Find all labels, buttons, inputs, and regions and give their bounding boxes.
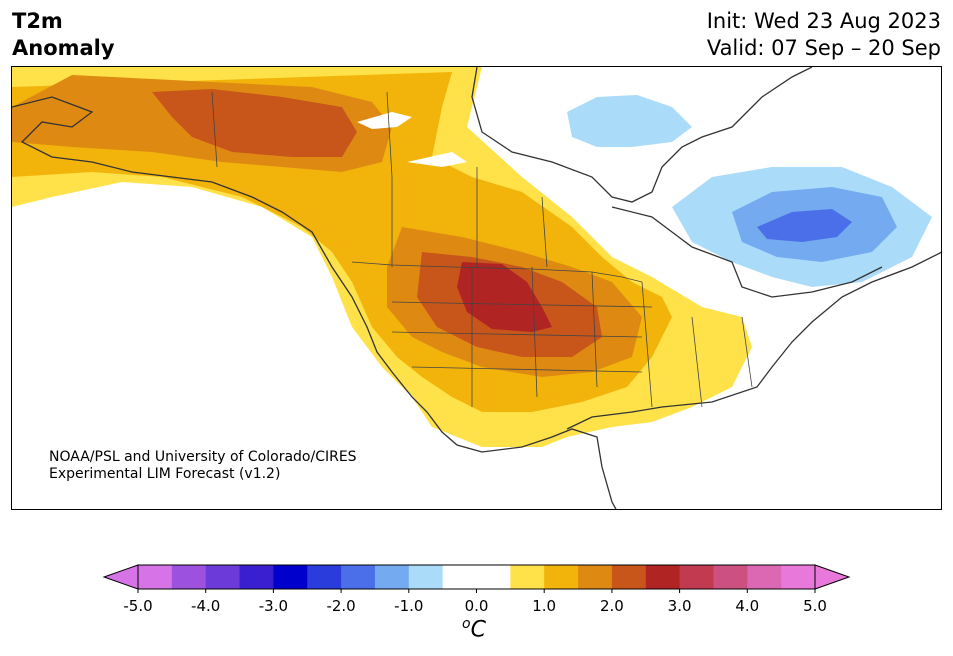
colorbar-tick-label: 2.0 [599, 597, 624, 615]
great-slave-white-patch [407, 152, 467, 167]
colorbar-tick-label: -3.0 [258, 597, 289, 615]
map-title: T2m Anomaly [12, 8, 115, 62]
colorbar-bin [171, 565, 207, 589]
colorbar-bin [442, 565, 477, 589]
forecast-dates: Init: Wed 23 Aug 2023 Valid: 07 Sep – 20… [707, 8, 941, 62]
colorbar-max-extend [814, 564, 851, 590]
colorbar-bin [374, 565, 410, 589]
colorbar-bin [544, 565, 579, 589]
colorbar-tick-label: 4.0 [735, 597, 760, 615]
colorbar-tick-label: -5.0 [123, 597, 153, 615]
colorbar-bin [781, 565, 816, 589]
colorbar-bin [476, 565, 511, 589]
colorbar [0, 560, 953, 656]
coastlines [12, 67, 941, 509]
colorbar-tick-label: 3.0 [667, 597, 692, 615]
colorbar-bin [273, 565, 308, 589]
colorbar-tick-label: 0.0 [464, 597, 489, 615]
credit-text: NOAA/PSL and University of Colorado/CIRE… [49, 449, 357, 483]
map-panel [11, 66, 942, 510]
colorbar-bin [307, 565, 342, 589]
colorbar-unit: oC [462, 616, 486, 642]
anomaly-region-red [457, 262, 552, 332]
political-borders [211, 91, 753, 408]
colorbar-bin [645, 565, 681, 589]
unit-letter: C [470, 617, 486, 643]
anomaly-map [12, 67, 941, 509]
colorbar-tick-label: 5.0 [803, 597, 827, 615]
colorbar-bin [138, 565, 173, 589]
colorbar-tick-label: -1.0 [394, 597, 424, 615]
anomaly-region-light-blue-west [567, 95, 692, 147]
lake-athabasca [357, 112, 412, 129]
credit-line-1: NOAA/PSL and University of Colorado/CIRE… [49, 449, 357, 465]
colorbar-bin [239, 565, 274, 589]
colorbar-bin [679, 565, 714, 589]
colorbar-bin [578, 565, 613, 589]
valid-period: Valid: 07 Sep – 20 Sep [706, 36, 941, 60]
colorbar-bin [408, 565, 444, 589]
colorbar-min-extend [102, 564, 139, 590]
variable-label: T2m [12, 9, 63, 33]
colorbar-tick-label: -4.0 [191, 597, 221, 615]
unit-degree: o [462, 616, 471, 632]
colorbar-tick-label: 1.0 [532, 597, 557, 615]
colorbar-bin [205, 565, 241, 589]
colorbar-bin [611, 565, 647, 589]
init-date: Init: Wed 23 Aug 2023 [706, 9, 941, 33]
colorbar-tick-label: -2.0 [326, 597, 356, 615]
colorbar-bin [510, 565, 545, 589]
colorbar-bin [713, 565, 748, 589]
colorbar-bin [747, 565, 782, 589]
anomaly-region-blue [757, 209, 852, 242]
colorbar-graphic [102, 564, 851, 593]
colorbar-bin [341, 565, 376, 589]
credit-line-2: Experimental LIM Forecast (v1.2) [49, 466, 281, 482]
anomaly-label: Anomaly [12, 36, 115, 60]
